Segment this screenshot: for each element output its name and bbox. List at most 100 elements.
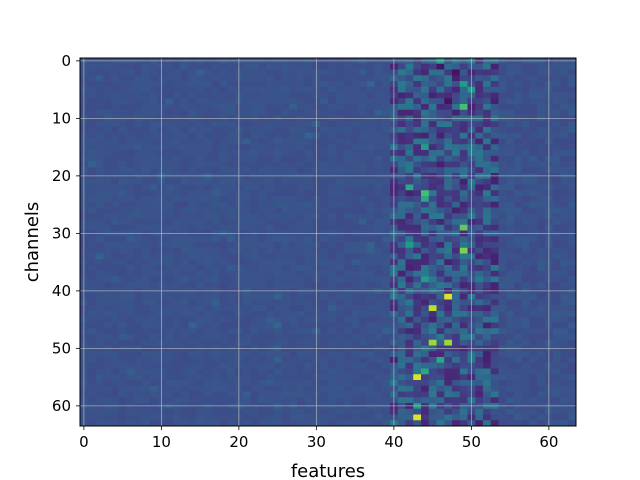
heatmap-cell — [413, 207, 422, 214]
heatmap-cell — [273, 293, 282, 300]
heatmap-cell — [374, 322, 383, 329]
heatmap-cell — [343, 385, 352, 392]
heatmap-cell — [165, 86, 174, 93]
heatmap-cell — [227, 86, 236, 93]
heatmap-cell — [475, 190, 484, 197]
heatmap-cell — [328, 121, 337, 128]
heatmap-cell — [366, 420, 375, 427]
heatmap-cell — [211, 391, 220, 398]
heatmap-cell — [196, 75, 205, 82]
heatmap-cell — [266, 253, 275, 260]
heatmap-cell — [452, 196, 461, 203]
heatmap-cell — [351, 150, 360, 157]
heatmap-cell — [490, 201, 499, 208]
heatmap-cell — [436, 265, 445, 272]
heatmap-cell — [397, 184, 406, 191]
heatmap-cell — [475, 104, 484, 111]
heatmap-cell — [304, 219, 313, 226]
heatmap-cell — [180, 357, 189, 364]
heatmap-cell — [537, 305, 546, 312]
heatmap-cell — [328, 219, 337, 226]
heatmap-cell — [95, 351, 104, 358]
heatmap-cell — [173, 385, 182, 392]
heatmap-cell — [211, 127, 220, 134]
heatmap-cell — [552, 178, 561, 185]
heatmap-cell — [289, 420, 298, 427]
heatmap-cell — [506, 219, 515, 226]
heatmap-cell — [552, 121, 561, 128]
heatmap-cell — [428, 132, 437, 139]
heatmap-cell — [351, 92, 360, 99]
heatmap-cell — [428, 408, 437, 415]
heatmap-cell — [413, 316, 422, 323]
heatmap-cell — [204, 104, 213, 111]
heatmap-cell — [266, 236, 275, 243]
heatmap-cell — [111, 259, 120, 266]
heatmap-cell — [281, 98, 290, 105]
heatmap-cell — [568, 178, 577, 185]
heatmap-cell — [514, 311, 523, 318]
heatmap-cell — [87, 311, 96, 318]
heatmap-cell — [374, 127, 383, 134]
heatmap-cell — [552, 391, 561, 398]
heatmap-cell — [134, 150, 143, 157]
heatmap-cell — [374, 178, 383, 185]
heatmap-cell — [521, 138, 530, 145]
heatmap-cell — [382, 328, 391, 335]
heatmap-cell — [219, 253, 228, 260]
heatmap-cell — [126, 316, 135, 323]
heatmap-cell — [266, 316, 275, 323]
heatmap-cell — [343, 328, 352, 335]
heatmap-cell — [405, 75, 414, 82]
heatmap-cell — [204, 414, 213, 421]
heatmap-cell — [475, 408, 484, 415]
heatmap-cell — [196, 362, 205, 369]
heatmap-cell — [475, 328, 484, 335]
heatmap-cell — [374, 299, 383, 306]
heatmap-cell — [521, 75, 530, 82]
heatmap-cell — [328, 299, 337, 306]
heatmap-cell — [219, 374, 228, 381]
heatmap-cell — [444, 391, 453, 398]
heatmap-cell — [529, 357, 538, 364]
heatmap-cell — [521, 63, 530, 70]
heatmap-cell — [250, 138, 259, 145]
heatmap-cell — [266, 178, 275, 185]
heatmap-cell — [397, 69, 406, 76]
heatmap-cell — [149, 75, 158, 82]
heatmap-cell — [219, 334, 228, 341]
heatmap-cell — [359, 138, 368, 145]
heatmap-cell — [514, 247, 523, 254]
heatmap-cell — [126, 242, 135, 249]
heatmap-cell — [428, 247, 437, 254]
heatmap-cell — [103, 259, 112, 266]
heatmap-cell — [142, 132, 151, 139]
heatmap-cell — [242, 253, 251, 260]
heatmap-cell — [266, 420, 275, 427]
heatmap-cell — [180, 270, 189, 277]
heatmap-cell — [529, 213, 538, 220]
heatmap-cell — [180, 75, 189, 82]
heatmap-cell — [452, 322, 461, 329]
heatmap-cell — [475, 242, 484, 249]
heatmap-cell — [475, 299, 484, 306]
heatmap-cell — [452, 201, 461, 208]
heatmap-cell — [273, 322, 282, 329]
heatmap-cell — [250, 98, 259, 105]
heatmap-cell — [359, 299, 368, 306]
heatmap-cell — [366, 368, 375, 375]
heatmap-cell — [374, 138, 383, 145]
heatmap-cell — [475, 121, 484, 128]
heatmap-cell — [374, 167, 383, 174]
heatmap-cell — [87, 127, 96, 134]
heatmap-cell — [289, 86, 298, 93]
heatmap-cell — [514, 305, 523, 312]
heatmap-cell — [382, 368, 391, 375]
heatmap-cell — [343, 282, 352, 289]
heatmap-cell — [506, 408, 515, 415]
heatmap-cell — [173, 265, 182, 272]
heatmap-cell — [490, 224, 499, 231]
heatmap-cell — [87, 282, 96, 289]
heatmap-cell — [328, 276, 337, 283]
heatmap-cell — [196, 385, 205, 392]
